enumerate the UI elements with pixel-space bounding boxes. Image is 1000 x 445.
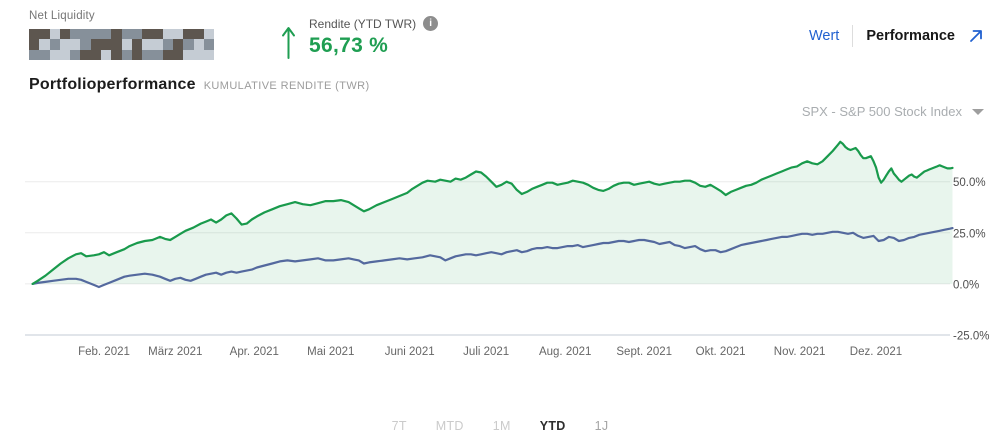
net-liquidity-label: Net Liquidity: [29, 10, 95, 22]
redaction-pixel: [29, 39, 40, 50]
redaction-pixel: [183, 49, 194, 61]
y-axis-label: -25.0%: [953, 331, 989, 343]
redaction-pixel: [121, 29, 132, 40]
x-axis-label: Feb. 2021: [78, 346, 130, 358]
redaction-pixel: [90, 29, 102, 40]
title-row: Portfolioperformance KUMULATIVE RENDITE …: [29, 76, 370, 94]
performance-tab[interactable]: Performance: [866, 28, 955, 44]
redaction-pixel: [80, 29, 91, 40]
redaction-pixel: [162, 29, 174, 40]
benchmark-line: [31, 226, 954, 289]
redaction-pixel: [29, 49, 40, 61]
return-value: 56,73 %: [309, 34, 389, 57]
redaction-pixel: [80, 39, 91, 50]
redaction-pixel: [152, 29, 163, 40]
redaction-pixel: [70, 29, 81, 40]
return-label: Rendite (YTD TWR): [309, 16, 417, 31]
redaction-pixel: [121, 49, 132, 61]
range-button-1m[interactable]: 1M: [492, 419, 511, 433]
x-axis-label: Nov. 2021: [774, 346, 826, 358]
y-axis-label: 0.0%: [953, 279, 979, 291]
range-buttons: 7T MTD 1M YTD 1J: [0, 417, 1000, 435]
net-liquidity-block: Net Liquidity: [29, 10, 215, 61]
redaction-pixel: [183, 29, 194, 40]
redaction-pixel: [162, 39, 174, 50]
expand-arrow-icon[interactable]: [968, 28, 984, 44]
x-axis-label: Okt. 2021: [696, 346, 746, 358]
redaction-pixel: [142, 39, 153, 50]
redaction-pixel: [173, 29, 184, 40]
performance-chart[interactable]: 50.0% 25.0% 0.0% -25.0% Feb. 2021 März 2021 Ap…: [0, 128, 1000, 360]
x-axis-label: Juli 2021: [463, 346, 509, 358]
redaction-pixel: [59, 29, 71, 40]
redaction-pixel: [183, 39, 194, 50]
redaction-pixel: [173, 39, 184, 50]
redaction-pixel: [193, 29, 205, 40]
redaction-pixel: [152, 39, 163, 50]
view-toggle: Wert Performance: [809, 25, 984, 47]
redaction-pixel: [90, 49, 102, 61]
redaction-pixel: [152, 49, 163, 61]
redaction-pixel: [121, 39, 132, 50]
info-icon[interactable]: i: [423, 16, 439, 31]
range-button-ytd[interactable]: YTD: [539, 419, 566, 433]
redaction-pixel: [204, 29, 215, 40]
benchmark-selector[interactable]: SPX - S&P 500 Stock Index: [802, 104, 984, 119]
redaction-pixel: [70, 49, 81, 61]
portfolio-area-fill: [32, 141, 953, 284]
range-button-1j[interactable]: 1J: [594, 419, 609, 433]
redaction-pixel: [49, 29, 60, 40]
benchmark-name: SPX - S&P 500 Stock Index: [801, 104, 962, 119]
redaction-pixel: [193, 49, 205, 61]
redaction-pixel: [39, 49, 50, 61]
x-axis-label: Sept. 2021: [616, 346, 672, 358]
redaction-pixel: [59, 39, 71, 50]
range-button-mtd[interactable]: MTD: [435, 419, 464, 433]
redaction-pixel: [111, 29, 122, 40]
redaction-pixel: [131, 39, 143, 50]
x-axis-label: Mai 2021: [307, 346, 354, 358]
redaction-pixel: [101, 39, 112, 50]
redaction-pixel: [80, 49, 91, 61]
redaction-pixel: [131, 29, 143, 40]
wert-tab[interactable]: Wert: [808, 28, 840, 44]
net-liquidity-value-redacted: [29, 29, 215, 61]
x-axis-label: Dez. 2021: [850, 346, 902, 358]
page-subtitle: KUMULATIVE RENDITE (TWR): [203, 80, 370, 92]
redaction-pixel: [173, 49, 184, 61]
chevron-down-icon: [972, 108, 984, 115]
portfolio-line: [31, 140, 954, 285]
redaction-pixel: [111, 49, 122, 61]
page-title: Portfolioperformance: [29, 76, 196, 93]
x-axis-label: Juni 2021: [385, 346, 435, 358]
redaction-pixel: [111, 39, 122, 50]
redaction-pixel: [49, 49, 60, 61]
redaction-pixel: [101, 49, 112, 61]
redaction-pixel: [39, 29, 50, 40]
redaction-pixel: [131, 49, 143, 61]
return-block: Rendite (YTD TWR) i 56,73 %: [281, 16, 439, 60]
y-axis-label: 50.0%: [953, 177, 986, 189]
redaction-pixel: [59, 49, 71, 61]
redaction-pixel: [204, 39, 215, 50]
redaction-pixel: [70, 39, 81, 50]
up-arrow-icon: [282, 27, 295, 59]
redaction-pixel: [49, 39, 60, 50]
redaction-pixel: [204, 49, 215, 61]
redaction-pixel: [162, 49, 174, 61]
toggle-divider: [852, 25, 854, 47]
redaction-pixel: [39, 39, 50, 50]
x-axis-label: März 2021: [148, 346, 202, 358]
redaction-pixel: [101, 29, 112, 40]
redaction-pixel: [193, 39, 205, 50]
x-axis-label: Aug. 2021: [539, 346, 591, 358]
redaction-pixel: [142, 49, 153, 61]
range-button-7t[interactable]: 7T: [391, 419, 407, 433]
redaction-pixel: [142, 29, 153, 40]
y-axis-label: 25.0%: [953, 228, 986, 240]
redaction-pixel: [29, 29, 40, 40]
x-axis-label: Apr. 2021: [230, 346, 279, 358]
redaction-pixel: [90, 39, 102, 50]
